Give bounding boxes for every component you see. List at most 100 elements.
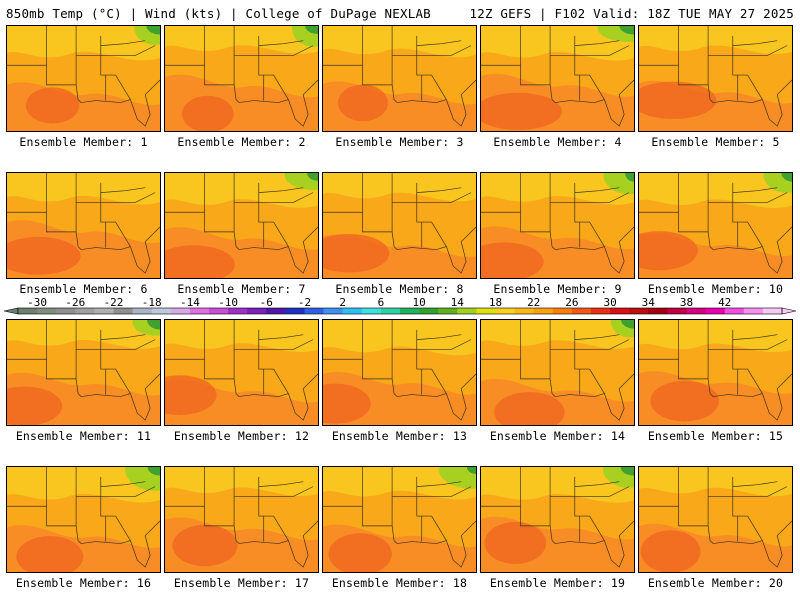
colorbar-swatch [170,308,191,314]
colorbar-tick-label: 26 [565,296,578,309]
colorbar-swatch [438,308,458,314]
ensemble-member-label: Ensemble Member: 9 [493,282,622,296]
colorbar-tick-label: -10 [218,296,238,309]
colorbar-right-arrow [781,307,797,315]
colorbar-tick-label: 2 [339,296,346,309]
colorbar-swatch [457,308,477,314]
colorbar-swatch [629,308,649,314]
colorbar-tick-label: 34 [642,296,656,309]
colorbar-tick-label: -2 [298,296,311,309]
ensemble-member-map [322,319,477,426]
temperature-colorbar: -30 -26 -22 -18 -14 -10 -6 -2 2 6 10 14 18 22 26 30 34 38… [0,296,800,320]
colorbar-swatch [419,308,439,314]
colorbar-tick-label: 42 [718,296,731,309]
ensemble-member-label: Ensemble Member: 5 [651,135,780,149]
ensemble-member-label: Ensemble Member: 7 [177,282,306,296]
colorbar-swatch [151,308,172,314]
colorbar-swatch [514,308,534,314]
ensemble-member-map [480,466,635,573]
ensemble-member-map [6,172,161,279]
colorbar-swatch [724,308,745,314]
colorbar-swatch [75,308,95,314]
colorbar-swatch [304,308,324,314]
colorbar-swatch [247,308,267,314]
ensemble-member-label: Ensemble Member: 6 [19,282,148,296]
colorbar-tick-label: 38 [680,296,693,309]
map-title: 850mb Temp (°C) | Wind (kts) | College o… [6,6,431,21]
ensemble-member-map [322,25,477,132]
colorbar-tick-label: -18 [142,296,162,309]
ensemble-member-map [164,25,319,132]
colorbar-swatch [762,308,783,314]
colorbar-tick-label: 18 [489,296,502,309]
colorbar-swatch [56,308,76,314]
ensemble-member-map [638,172,793,279]
ensemble-member-label: Ensemble Member: 17 [173,576,310,590]
colorbar-tick-label: 10 [412,296,425,309]
colorbar-tick-label: -6 [260,296,273,309]
model-run-info: 12Z GEFS | F102 Valid: 18Z TUE MAY 27 20… [469,6,794,21]
colorbar-swatch [476,308,496,314]
ensemble-member-label: Ensemble Member: 13 [331,429,468,443]
colorbar-swatch [37,308,57,314]
colorbar-swatch [648,308,668,314]
ensemble-member-map [6,319,161,426]
ensemble-member-label: Ensemble Member: 19 [489,576,626,590]
colorbar-swatch [361,308,382,314]
ensemble-member-map [480,319,635,426]
ensemble-member-label: Ensemble Member: 2 [177,135,306,149]
ensemble-member-map [322,172,477,279]
colorbar-tick-label: 30 [603,296,616,309]
colorbar-swatch [705,308,725,314]
ensemble-member-map [638,466,793,573]
ensemble-member-label: Ensemble Member: 16 [15,576,152,590]
ensemble-member-map [164,466,319,573]
ensemble-member-map [322,466,477,573]
ensemble-member-label: Ensemble Member: 1 [19,135,148,149]
colorbar-tick-label: -14 [180,296,200,309]
ensemble-member-map [638,25,793,132]
colorbar-swatch [132,308,152,314]
ensemble-member-map [164,319,319,426]
colorbar-swatch [342,308,363,314]
colorbar-swatch [610,308,630,314]
colorbar-left-arrow [3,307,19,315]
colorbar-tick-label: -30 [27,296,47,309]
ensemble-member-label: Ensemble Member: 20 [647,576,784,590]
colorbar-swatch [189,308,210,314]
ensemble-member-map [638,319,793,426]
colorbar-swatch [285,308,305,314]
colorbar-tick-label: 22 [527,296,540,309]
ensemble-member-label: Ensemble Member: 8 [335,282,464,296]
colorbar-swatch [495,308,515,314]
colorbar-tick-label: -26 [65,296,85,309]
ensemble-member-label: Ensemble Member: 18 [331,576,468,590]
colorbar-swatch [266,308,286,314]
colorbar-swatch [552,308,573,314]
colorbar-swatch [209,308,229,314]
ensemble-member-map [480,172,635,279]
colorbar-swatch [533,308,554,314]
ensemble-member-label: Ensemble Member: 12 [173,429,310,443]
colorbar-swatch [400,308,420,314]
colorbar-swatch [94,308,114,314]
ensemble-member-label: Ensemble Member: 3 [335,135,464,149]
colorbar-swatch [686,308,706,314]
ensemble-member-map [164,172,319,279]
colorbar-tick-label: 14 [451,296,465,309]
ensemble-member-map [6,466,161,573]
ensemble-member-label: Ensemble Member: 10 [647,282,784,296]
colorbar-swatch [228,308,248,314]
colorbar-swatch [113,308,133,314]
colorbar-swatch [571,308,592,314]
colorbar-swatch [743,308,764,314]
ensemble-member-map [480,25,635,132]
colorbar-tick-label: 6 [378,296,385,309]
ensemble-member-label: Ensemble Member: 11 [15,429,152,443]
ensemble-member-label: Ensemble Member: 4 [493,135,622,149]
colorbar-swatch [18,308,38,314]
colorbar-swatch [380,308,401,314]
colorbar-swatch [591,308,611,314]
ensemble-member-label: Ensemble Member: 14 [489,429,626,443]
colorbar-tick-label: -22 [104,296,124,309]
